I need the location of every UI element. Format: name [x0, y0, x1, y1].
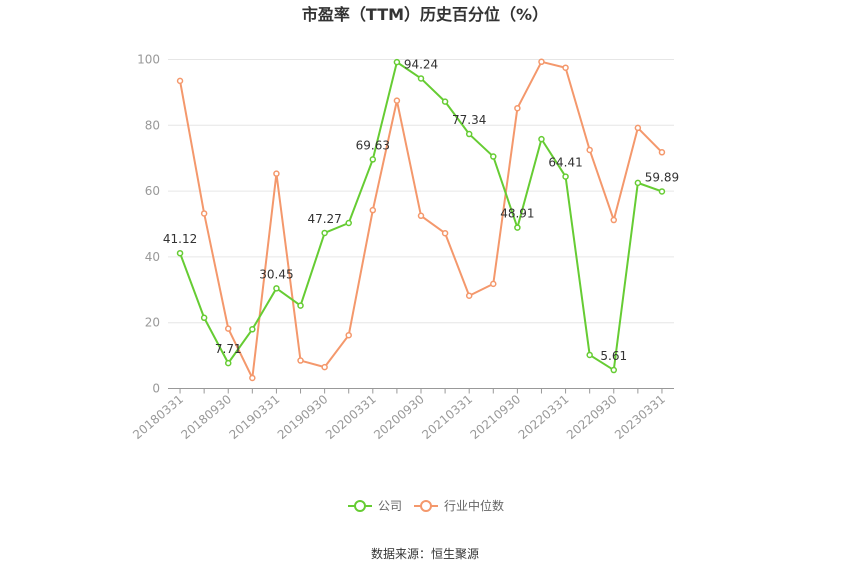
data-point: [538, 58, 545, 66]
chart-title: 市盈率（TTM）历史百分位（%）: [302, 5, 548, 24]
data-point: [321, 363, 328, 371]
data-point: [490, 280, 497, 288]
grid: [168, 59, 674, 324]
data-point: [586, 146, 593, 154]
data-label: 7.71: [215, 342, 242, 356]
data-point: [658, 188, 666, 195]
data-label: 5.61: [600, 349, 627, 363]
legend-swatch-marker: [420, 500, 432, 512]
data-point: [465, 292, 473, 299]
data-labels: 41.12 7.71 30.45 47.27 69.63 94.24 77.34 48.91 6…: [163, 57, 679, 363]
data-point: [610, 366, 618, 374]
data-point: [417, 212, 425, 220]
data-point: [586, 351, 593, 359]
data-label: 30.45: [259, 267, 293, 281]
data-label: 69.63: [356, 138, 390, 152]
data-point: [441, 229, 449, 237]
legend: 公司 行业中位数: [348, 498, 504, 513]
data-point: [562, 173, 569, 180]
data-point: [200, 314, 208, 322]
y-tick-label: 40: [145, 250, 160, 264]
legend-swatch-marker: [354, 500, 366, 512]
data-label: 77.34: [452, 113, 486, 127]
x-tick-label: 20210930: [468, 392, 524, 442]
x-tick-label: 20200331: [323, 392, 379, 442]
x-tick-label: 20230331: [612, 392, 668, 442]
x-tick-label: 20200930: [371, 392, 427, 442]
data-point: [393, 58, 401, 66]
data-point: [176, 249, 184, 257]
data-point: [297, 302, 304, 309]
data-point: [490, 153, 497, 160]
data-point: [369, 156, 377, 163]
data-point: [345, 219, 352, 227]
data-point: [273, 170, 280, 177]
x-tick-label: 20220930: [564, 392, 620, 442]
data-point: [273, 285, 280, 292]
data-label: 47.27: [307, 212, 341, 226]
data-point: [249, 326, 256, 333]
data-point: [441, 98, 449, 105]
data-point: [297, 357, 304, 364]
data-point: [514, 224, 521, 231]
y-tick-label: 80: [145, 118, 160, 132]
data-point: [249, 374, 256, 382]
data-point: [514, 104, 521, 112]
data-point: [634, 179, 642, 187]
data-point: [369, 206, 377, 214]
x-tick-label: 20180930: [178, 392, 234, 442]
x-tick-label: 20180331: [130, 392, 186, 442]
data-point: [224, 359, 232, 367]
data-label: 59.89: [645, 170, 679, 184]
y-axis: 0 20 40 60 80 100: [137, 53, 160, 396]
data-point: [465, 130, 473, 138]
data-point: [345, 331, 352, 339]
y-tick-label: 20: [145, 316, 160, 330]
x-axis: 2018033120180930201903312019093020200331…: [130, 388, 674, 442]
x-tick-label: 20190331: [227, 392, 283, 442]
data-point: [224, 325, 232, 332]
x-tick-label: 20210331: [419, 392, 475, 442]
data-label: 48.91: [500, 207, 534, 221]
legend-label: 行业中位数: [444, 498, 504, 513]
data-label: 64.41: [548, 156, 582, 170]
x-tick-label: 20190930: [275, 392, 331, 442]
data-point: [200, 210, 208, 217]
data-point: [393, 97, 401, 104]
data-label: 41.12: [163, 232, 197, 246]
y-tick-label: 60: [145, 184, 160, 198]
data-source: 数据来源：恒生聚源: [371, 546, 479, 561]
data-point: [176, 77, 184, 85]
y-tick-label: 0: [152, 382, 160, 396]
data-point: [634, 124, 642, 132]
data-label: 94.24: [404, 57, 438, 71]
x-tick-label: 20220331: [516, 392, 572, 442]
data-point: [321, 229, 328, 237]
data-point: [562, 64, 569, 71]
series-layer: [176, 58, 666, 382]
data-point: [417, 75, 425, 82]
data-point: [658, 149, 666, 156]
data-point: [610, 216, 618, 224]
legend-label: 公司: [378, 499, 402, 513]
data-point: [538, 135, 545, 143]
y-tick-label: 100: [137, 53, 160, 67]
